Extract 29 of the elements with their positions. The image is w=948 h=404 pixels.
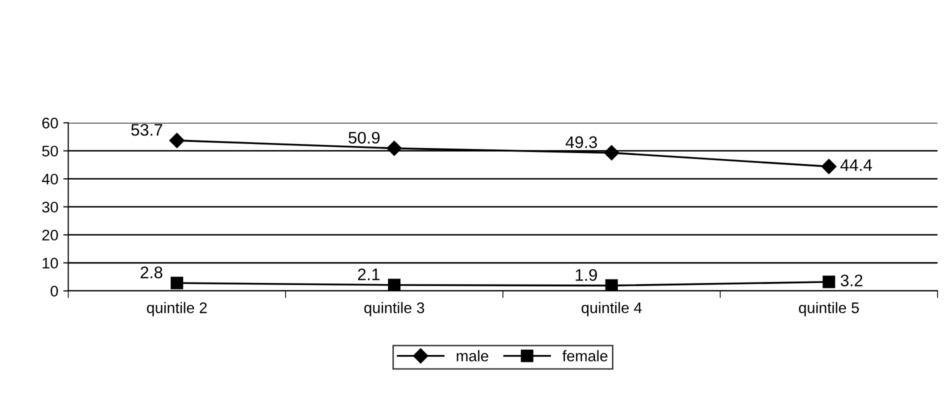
data-label: 1.9 [576,269,597,281]
data-label: 2.1 [358,268,380,280]
data-label: 3.2 [840,274,862,286]
legend-label: male [456,350,488,362]
y-tick-label: 20 [42,230,58,241]
x-tick-label: quintile 3 [364,302,424,316]
point [170,276,184,290]
point [822,276,836,288]
data-label: 50.9 [348,132,380,144]
x-tick-label: quintile 2 [146,302,207,316]
y-tick-label: 30 [42,202,58,213]
y-tick-label: 10 [42,258,58,269]
y-tick-label: 50 [42,146,58,157]
data-label: 44.4 [840,159,872,171]
data-label: 53.7 [131,124,162,136]
point [386,140,402,156]
legend-label: female [562,350,608,362]
point [604,145,620,160]
y-tick-label: 40 [42,174,58,185]
y-tick-label: 0 [50,286,58,297]
data-label: 2.8 [140,266,162,278]
data-label: 49.3 [566,136,597,148]
point [821,158,836,174]
point [169,132,184,148]
x-tick-label: quintile 4 [582,302,642,316]
y-tick-label: 60 [42,118,58,128]
point [388,278,400,291]
point [605,279,618,291]
x-tick-label: quintile 5 [798,302,859,316]
